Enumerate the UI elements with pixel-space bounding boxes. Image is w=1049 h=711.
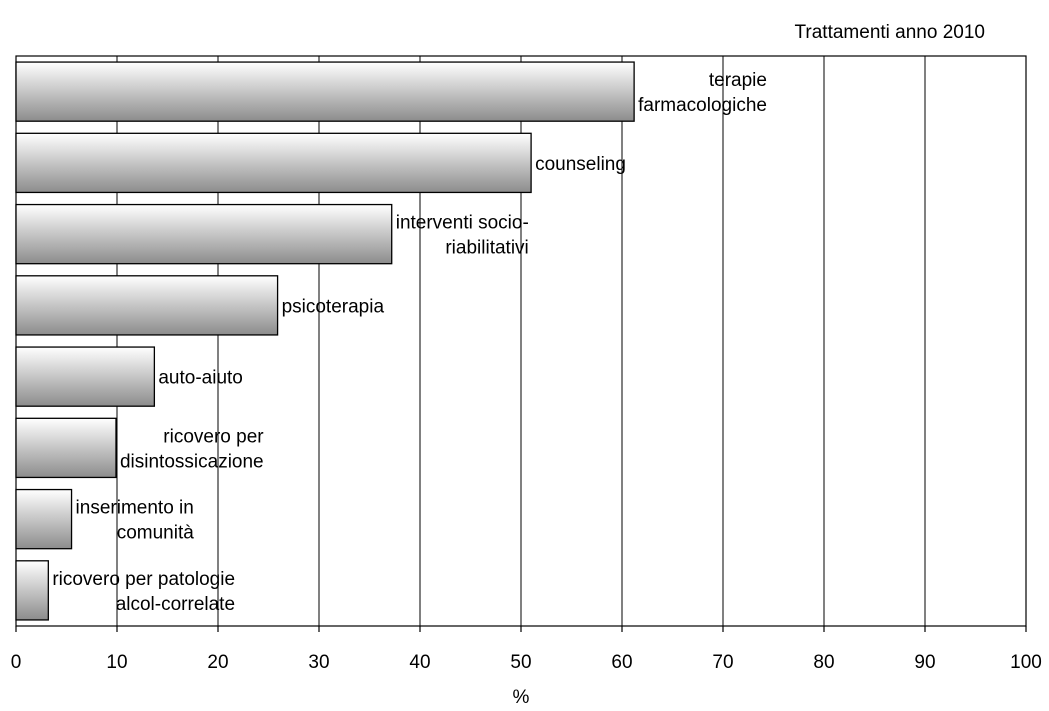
bar [15, 61, 635, 122]
x-tick-label: 20 [207, 652, 228, 673]
bar-category-label: ricovero per patologie [52, 569, 235, 590]
bar-category-label: interventi socio- [396, 213, 529, 234]
bar [15, 417, 117, 479]
bar-category-label: farmacologiche [638, 95, 767, 116]
x-tick-label: 0 [11, 652, 22, 673]
bar-category-label: psicoterapia [282, 296, 385, 317]
bar [15, 560, 49, 621]
bar-category-label: counseling [535, 154, 626, 175]
bar [15, 488, 73, 550]
x-tick-label: 60 [611, 652, 632, 673]
x-tick-label: 80 [813, 652, 834, 673]
bar-category-label: comunità [117, 523, 195, 544]
bar [15, 275, 279, 336]
bar-category-label: alcol-correlate [116, 594, 235, 615]
bar-category-label: ricovero per [163, 426, 264, 447]
x-tick-label: 90 [914, 652, 935, 673]
x-tick-label: 30 [308, 652, 329, 673]
bar [15, 346, 156, 407]
bar [15, 132, 532, 194]
bar-category-label: inserimento in [76, 498, 194, 519]
bar-category-label: terapie [709, 70, 767, 91]
chart-title: Trattamenti anno 2010 [795, 22, 985, 43]
x-tick-label: 70 [712, 652, 733, 673]
x-tick-label: 100 [1010, 652, 1042, 673]
x-axis-label: % [513, 687, 530, 708]
x-tick-label: 10 [106, 652, 127, 673]
bar-category-label: disintossicazione [120, 451, 264, 472]
bar [15, 203, 393, 265]
x-tick-label: 50 [510, 652, 531, 673]
bar-category-label: auto-aiuto [158, 368, 243, 389]
x-tick-label: 40 [409, 652, 430, 673]
bar-category-label: riabilitativi [445, 238, 528, 259]
